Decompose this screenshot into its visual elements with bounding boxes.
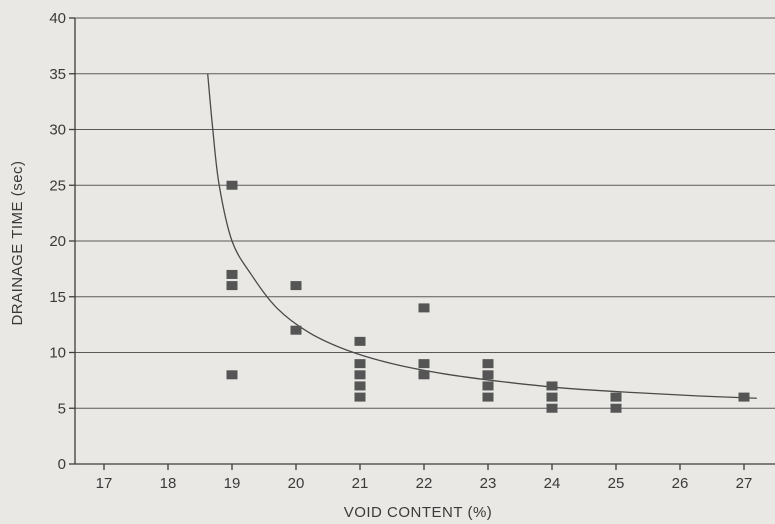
- data-point: [354, 370, 366, 380]
- data-point: [226, 269, 238, 279]
- data-point: [482, 359, 494, 369]
- data-point: [226, 281, 238, 291]
- data-point: [226, 180, 238, 190]
- data-point: [290, 281, 302, 291]
- y-tick-label: 35: [49, 66, 66, 83]
- x-tick-label: 17: [96, 475, 113, 492]
- data-point: [354, 392, 366, 402]
- data-points: [226, 180, 750, 413]
- data-point: [226, 370, 238, 380]
- y-tick-label: 20: [49, 233, 66, 250]
- data-point: [354, 336, 366, 346]
- trend-curve-layer: [207, 73, 757, 399]
- data-point: [354, 381, 366, 391]
- x-tick-label: 19: [224, 475, 241, 492]
- x-tick-label: 24: [544, 475, 561, 492]
- data-point: [418, 303, 430, 313]
- x-tick-label: 18: [160, 475, 177, 492]
- tick-labels: 0 5 10 15 20 25 30 35 40 17 18 19 20 21 22 23 24 25 26 27: [49, 10, 752, 492]
- x-tick-label: 20: [288, 475, 305, 492]
- x-axis-title: VOID CONTENT (%): [344, 504, 493, 521]
- y-tick-label: 40: [49, 10, 66, 27]
- data-point: [482, 381, 494, 391]
- grid-lines: [75, 17, 775, 409]
- data-point: [546, 381, 558, 391]
- y-tick-label: 5: [58, 400, 66, 417]
- data-point: [290, 325, 302, 335]
- y-tick-label: 0: [58, 456, 66, 473]
- x-tick-label: 23: [480, 475, 497, 492]
- y-tick-label: 25: [49, 177, 66, 194]
- data-point: [546, 403, 558, 413]
- data-point: [610, 392, 622, 402]
- data-point: [418, 359, 430, 369]
- y-axis-title: DRAINAGE TIME (sec): [9, 160, 26, 325]
- data-point: [354, 359, 366, 369]
- data-point: [610, 403, 622, 413]
- data-point: [546, 392, 558, 402]
- y-tick-label: 30: [49, 122, 66, 139]
- axes: [69, 17, 775, 470]
- trend-curve: [207, 73, 757, 399]
- y-tick-label: 10: [49, 345, 66, 362]
- x-tick-label: 22: [416, 475, 433, 492]
- x-tick-label: 27: [736, 475, 753, 492]
- data-point: [738, 392, 750, 402]
- x-tick-label: 21: [352, 475, 369, 492]
- y-tick-label: 15: [49, 289, 66, 306]
- data-point: [482, 370, 494, 380]
- x-tick-label: 26: [672, 475, 689, 492]
- data-point: [418, 370, 430, 380]
- data-point: [482, 392, 494, 402]
- x-tick-label: 25: [608, 475, 625, 492]
